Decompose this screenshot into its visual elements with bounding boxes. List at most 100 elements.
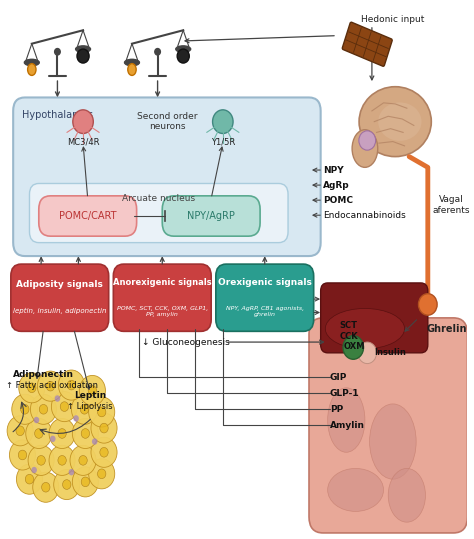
Circle shape	[359, 131, 375, 150]
Circle shape	[100, 423, 108, 433]
FancyBboxPatch shape	[162, 196, 260, 236]
Circle shape	[58, 429, 66, 438]
Circle shape	[73, 415, 79, 421]
Circle shape	[89, 397, 115, 427]
FancyBboxPatch shape	[13, 98, 320, 256]
Text: POMC: POMC	[323, 196, 353, 205]
Text: CCK: CCK	[339, 332, 358, 341]
Text: OXM: OXM	[344, 342, 365, 351]
Circle shape	[212, 110, 233, 134]
Text: Amylin: Amylin	[330, 421, 365, 430]
Text: AgRp: AgRp	[323, 181, 350, 190]
Text: ↑ Fatty acid oxidation: ↑ Fatty acid oxidation	[6, 381, 98, 390]
Circle shape	[98, 469, 106, 479]
Circle shape	[51, 391, 77, 421]
Circle shape	[73, 467, 99, 497]
Text: leptin, insulin, adiponectin: leptin, insulin, adiponectin	[13, 308, 107, 314]
Text: ↑ Lipolysis: ↑ Lipolysis	[67, 402, 112, 411]
Circle shape	[37, 455, 46, 465]
Text: SCT: SCT	[339, 321, 357, 330]
Text: PP: PP	[330, 405, 343, 414]
Ellipse shape	[325, 308, 404, 349]
Circle shape	[49, 418, 75, 448]
Ellipse shape	[24, 59, 39, 66]
Circle shape	[80, 404, 89, 414]
Ellipse shape	[359, 87, 431, 157]
Circle shape	[55, 49, 60, 55]
Circle shape	[343, 336, 364, 360]
Circle shape	[16, 426, 24, 436]
Circle shape	[46, 381, 55, 391]
Circle shape	[58, 455, 66, 465]
FancyBboxPatch shape	[39, 196, 137, 236]
Circle shape	[18, 450, 27, 460]
Circle shape	[50, 436, 55, 442]
Circle shape	[21, 404, 29, 414]
Text: NPY: NPY	[323, 165, 344, 175]
Circle shape	[69, 469, 74, 475]
Text: Y1/5R: Y1/5R	[211, 137, 235, 146]
Circle shape	[88, 385, 97, 395]
Circle shape	[28, 445, 54, 475]
Circle shape	[155, 49, 160, 55]
Text: POMC/CART: POMC/CART	[59, 211, 117, 221]
Text: Hypothalamus: Hypothalamus	[22, 110, 93, 120]
FancyBboxPatch shape	[342, 22, 392, 66]
Ellipse shape	[370, 404, 416, 479]
Text: NPY, AgRP, CB1 agonists,
ghrelin: NPY, AgRP, CB1 agonists, ghrelin	[226, 306, 304, 317]
Circle shape	[37, 371, 64, 401]
Circle shape	[30, 394, 56, 424]
Text: GLP-1: GLP-1	[330, 389, 360, 398]
Text: Vagal
aferents: Vagal aferents	[432, 195, 470, 215]
Text: Adiposity signals: Adiposity signals	[16, 280, 103, 288]
Circle shape	[26, 418, 52, 448]
Circle shape	[12, 394, 38, 424]
Circle shape	[77, 49, 89, 63]
Circle shape	[92, 438, 98, 445]
Circle shape	[100, 447, 108, 457]
Circle shape	[19, 373, 45, 403]
Circle shape	[31, 467, 37, 473]
Circle shape	[7, 416, 33, 446]
Ellipse shape	[358, 342, 376, 364]
Circle shape	[39, 404, 48, 414]
Ellipse shape	[378, 102, 421, 141]
Ellipse shape	[27, 64, 36, 75]
Circle shape	[98, 407, 106, 417]
Text: GIP: GIP	[330, 372, 347, 382]
Circle shape	[89, 459, 115, 489]
Text: Second order
neurons: Second order neurons	[137, 112, 197, 132]
Text: Adiponectin: Adiponectin	[13, 370, 74, 379]
Text: Ghrelin: Ghrelin	[426, 323, 467, 334]
Circle shape	[54, 469, 80, 500]
Text: MC3/4R: MC3/4R	[67, 137, 100, 146]
Circle shape	[67, 380, 75, 390]
FancyBboxPatch shape	[29, 183, 288, 243]
Ellipse shape	[328, 388, 365, 452]
Circle shape	[34, 417, 39, 423]
Text: POMC, SCT, CCK, OXM, GLP1,
PP, amylin: POMC, SCT, CCK, OXM, GLP1, PP, amylin	[117, 306, 208, 317]
FancyBboxPatch shape	[320, 283, 428, 353]
Text: Arcuate nucleus: Arcuate nucleus	[122, 194, 195, 203]
Circle shape	[419, 294, 437, 315]
FancyBboxPatch shape	[113, 264, 211, 331]
FancyBboxPatch shape	[11, 264, 109, 331]
Text: Insulin: Insulin	[374, 348, 406, 357]
Circle shape	[79, 455, 87, 465]
Circle shape	[72, 394, 98, 424]
Circle shape	[73, 110, 93, 134]
Ellipse shape	[125, 59, 139, 66]
Text: NPY/AgRP: NPY/AgRP	[187, 211, 235, 221]
Ellipse shape	[75, 46, 91, 52]
Text: Endocannabinoids: Endocannabinoids	[323, 211, 406, 220]
Text: Orexigenic signals: Orexigenic signals	[218, 278, 312, 287]
Circle shape	[81, 477, 90, 487]
Circle shape	[177, 49, 189, 63]
Circle shape	[81, 429, 90, 438]
Text: ↓ Gluconeogenesis: ↓ Gluconeogenesis	[142, 337, 229, 347]
Text: Anorexigenic signals: Anorexigenic signals	[113, 278, 211, 287]
Circle shape	[58, 370, 84, 400]
Circle shape	[73, 418, 99, 448]
Circle shape	[17, 464, 43, 494]
Ellipse shape	[176, 46, 191, 52]
